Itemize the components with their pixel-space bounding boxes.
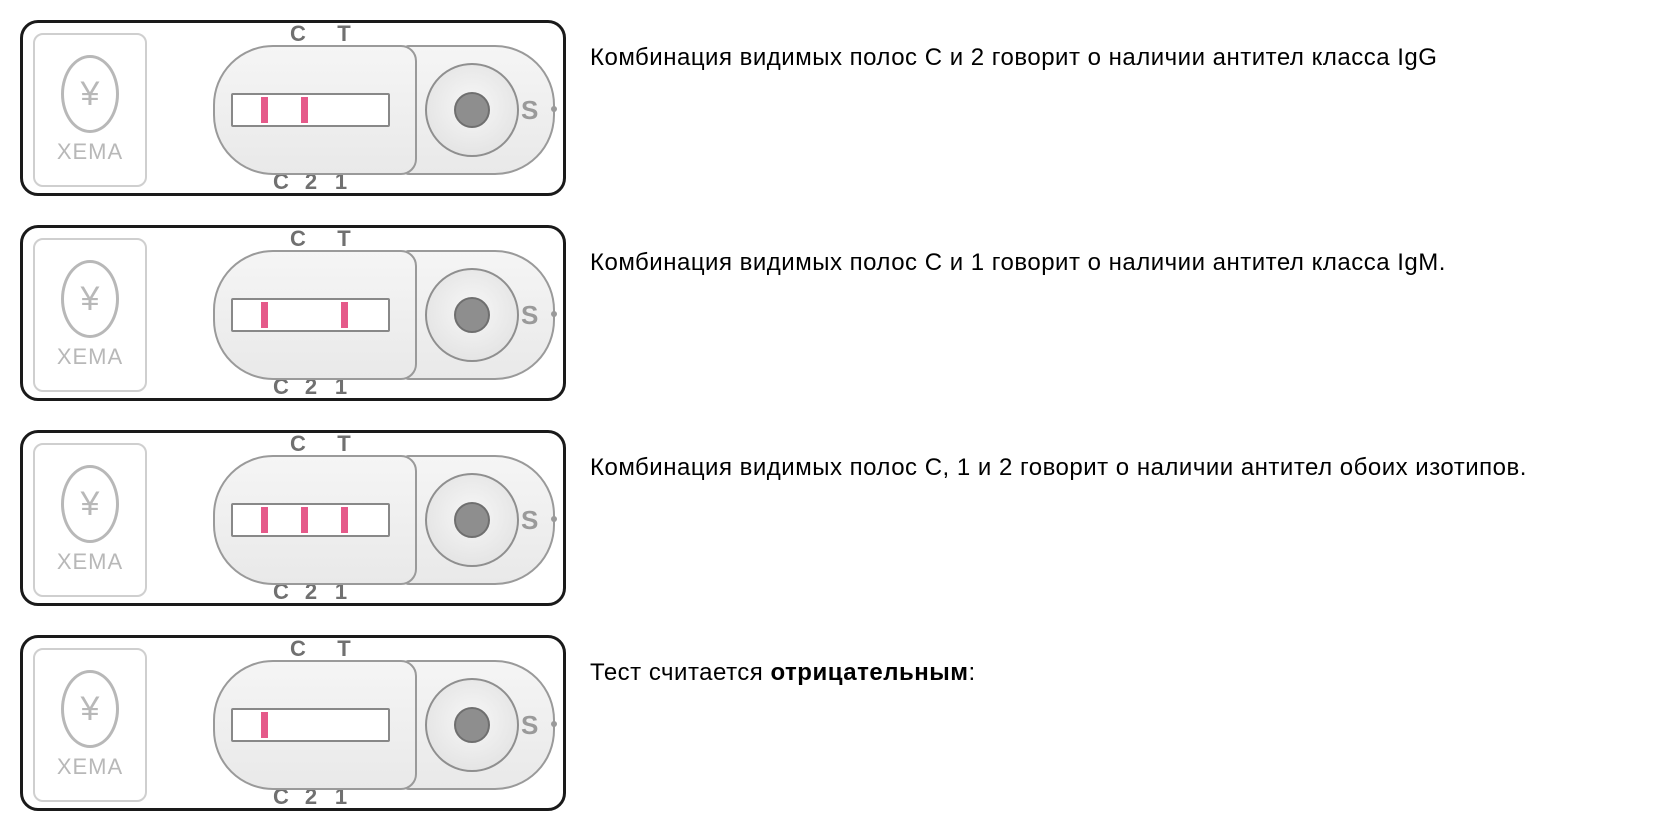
cassette-row: ¥XEMACTC21S [20,225,566,401]
sample-well-hole [454,502,490,538]
result-band-c [261,302,268,328]
logo-glyph: ¥ [81,692,100,726]
sample-well-hole [454,297,490,333]
result-description: Комбинация видимых полос С, 1 и 2 говори… [590,452,1660,483]
axis-top-labels: CT [276,636,368,662]
s-label: S [521,505,538,536]
result-band-2 [301,507,308,533]
s-label: S [521,710,538,741]
strip-window [231,298,390,332]
s-label: S [521,95,538,126]
device-body: S [213,45,553,171]
strip-window [231,503,390,537]
result-band-c [261,507,268,533]
brand-logo: ¥ XEMA [33,238,147,392]
result-band-c [261,712,268,738]
sample-well-hole [454,92,490,128]
logo-text: XEMA [57,754,123,780]
result-description: Тест считается отрицательным: [590,657,1660,688]
s-notch [551,721,557,727]
brand-logo: ¥ XEMA [33,648,147,802]
brand-logo: ¥ XEMA [33,443,147,597]
axis-label: T [322,431,368,457]
result-band-c [261,97,268,123]
result-band-1 [341,507,348,533]
s-label: S [521,300,538,331]
device-body: S [213,660,553,786]
logo-glyph: ¥ [81,77,100,111]
device-body: S [213,250,553,376]
axis-label: T [322,21,368,47]
s-notch [551,106,557,112]
logo-text: XEMA [57,139,123,165]
logo-oval: ¥ [61,260,119,338]
axis-top-labels: CT [276,226,368,252]
test-cassette: ¥XEMACTC21S [20,20,566,196]
device-body: S [213,455,553,581]
result-band-2 [301,97,308,123]
test-cassette: ¥XEMACTC21S [20,430,566,606]
cassette-row: ¥XEMACTC21S [20,635,566,811]
axis-label: C [276,21,322,47]
s-notch [551,516,557,522]
logo-text: XEMA [57,344,123,370]
result-band-1 [341,302,348,328]
s-notch [551,311,557,317]
desc-prefix: Тест считается [590,659,770,686]
logo-oval: ¥ [61,465,119,543]
axis-label: C [276,636,322,662]
cassette-row: ¥XEMACTC21S [20,20,566,196]
test-cassette: ¥XEMACTC21S [20,635,566,811]
strip-window [231,93,390,127]
axis-label: C [276,431,322,457]
logo-oval: ¥ [61,670,119,748]
cassette-row: ¥XEMACTC21S [20,430,566,606]
logo-glyph: ¥ [81,487,100,521]
axis-top-labels: CT [276,21,368,47]
result-description: Комбинация видимых полос С и 1 говорит о… [590,247,1660,278]
axis-label: T [322,226,368,252]
logo-text: XEMA [57,549,123,575]
result-description: Комбинация видимых полос С и 2 говорит о… [590,42,1660,73]
sample-well-hole [454,707,490,743]
desc-bold: отрицательным [770,659,968,686]
axis-top-labels: CT [276,431,368,457]
logo-oval: ¥ [61,55,119,133]
brand-logo: ¥ XEMA [33,33,147,187]
desc-suffix: : [968,659,975,686]
axis-label: T [322,636,368,662]
logo-glyph: ¥ [81,282,100,316]
axis-label: C [276,226,322,252]
test-cassette: ¥XEMACTC21S [20,225,566,401]
strip-window [231,708,390,742]
